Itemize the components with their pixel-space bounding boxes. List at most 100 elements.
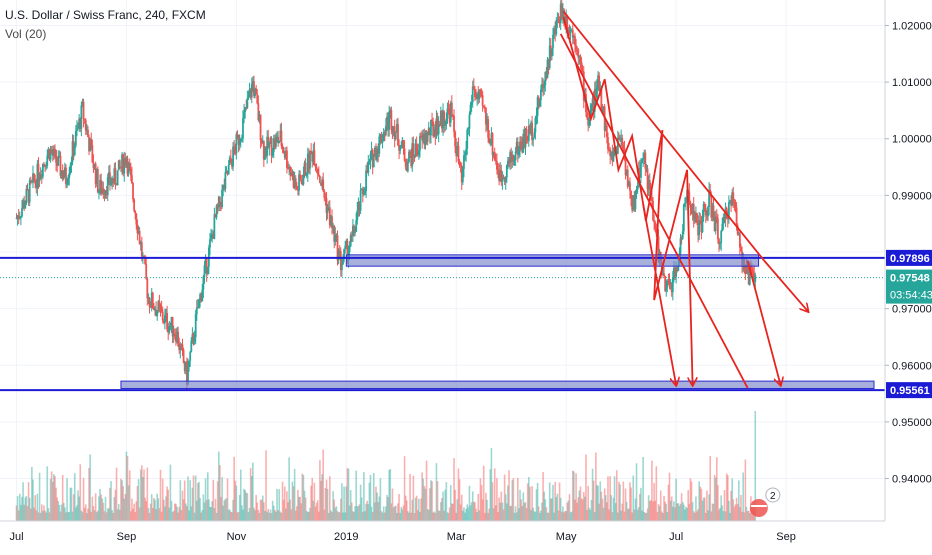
volume-bar: [713, 475, 716, 521]
candle-body: [754, 275, 757, 282]
volume-bar: [606, 502, 608, 521]
candle-body: [193, 337, 196, 342]
candle-body: [681, 231, 684, 239]
candle-body: [60, 170, 63, 176]
candle-body: [127, 163, 130, 174]
volume-bar: [565, 511, 567, 521]
volume-bar: [357, 506, 360, 521]
volume-bar: [404, 495, 407, 521]
volume-bar: [702, 497, 705, 521]
candle-body: [189, 351, 192, 361]
volume-bar: [61, 474, 64, 521]
candle-body: [62, 176, 65, 179]
candle-body: [691, 204, 694, 215]
event-badge[interactable]: 2: [749, 487, 781, 517]
candle-body: [655, 228, 658, 234]
trend-drawings[interactable]: [559, 10, 808, 389]
candle-body: [171, 316, 174, 337]
candle-body: [321, 179, 324, 186]
time-axis[interactable]: Jul Sep Nov 2019 Mar May Jul Sep: [0, 520, 885, 543]
candle-body: [265, 147, 267, 156]
volume-bar: [558, 482, 561, 521]
volume-bar: [515, 512, 518, 521]
price-axis[interactable]: 0.94000 0.95000 0.96000 0.97000 0.99000 1.000…: [884, 0, 932, 521]
volume-bar: [37, 512, 40, 521]
candle-body: [463, 155, 465, 169]
volume-bar: [431, 481, 433, 521]
volume-bar: [475, 508, 477, 521]
volume-bar: [512, 478, 515, 521]
candle-body: [732, 192, 735, 203]
candle-body: [40, 174, 43, 177]
horizontal-levels[interactable]: [0, 256, 885, 392]
candle-body: [399, 147, 402, 151]
candle-body: [720, 231, 723, 243]
volume-bar: [524, 502, 527, 521]
candle-body: [144, 257, 147, 265]
volume-bar: [653, 482, 655, 521]
volume-bar: [503, 474, 506, 521]
candle-body: [432, 122, 435, 136]
volume-bar: [613, 476, 616, 521]
candle-body: [148, 297, 151, 307]
candle-body: [364, 191, 366, 194]
symbol-title[interactable]: U.S. Dollar / Swiss Franc, 240, FXCM: [5, 8, 206, 22]
volume-bar: [477, 493, 480, 521]
volume-bar: [308, 511, 310, 521]
candle-body: [311, 152, 314, 162]
volume-bar: [244, 489, 246, 521]
volume-bar: [487, 512, 489, 521]
volume-bar: [45, 512, 47, 521]
volume-bar: [27, 482, 30, 521]
candle-body: [437, 124, 440, 135]
candle-body: [89, 138, 92, 152]
candle-body: [238, 140, 241, 145]
candle-body: [365, 170, 367, 192]
volume-bar: [364, 511, 366, 521]
volume-bar: [347, 468, 350, 521]
volume-bar: [501, 502, 504, 521]
volume-bar: [491, 482, 494, 521]
candle-body: [625, 169, 628, 176]
candle-body: [524, 129, 527, 148]
price-tick-label: 0.94000: [892, 474, 932, 486]
candle-body: [482, 105, 485, 108]
volume-bar: [345, 486, 348, 521]
volume-bar: [379, 478, 382, 521]
candle-body: [556, 19, 559, 21]
volume-bar: [248, 507, 251, 521]
volume-bar: [448, 507, 451, 521]
volume-bar: [359, 484, 362, 521]
candle-body: [180, 344, 183, 346]
candle-body: [422, 133, 425, 141]
volume-bar: [155, 509, 157, 521]
candle-body: [370, 149, 373, 154]
candle-body: [256, 94, 259, 104]
volume-bar: [334, 507, 337, 521]
volume-indicator-label[interactable]: Vol (20): [5, 27, 47, 41]
volume-bar: [214, 499, 217, 521]
candle-body: [69, 165, 72, 174]
candle-body: [361, 188, 364, 195]
candle-body: [135, 213, 138, 225]
volume-bar: [576, 502, 578, 521]
candle-body: [37, 163, 40, 182]
volume-bar: [588, 507, 591, 521]
candle-body: [567, 29, 570, 33]
candle-body: [447, 108, 450, 111]
volume-bar: [394, 505, 397, 521]
candle-body: [457, 145, 460, 162]
candle-body: [664, 276, 667, 291]
candle-body: [505, 165, 508, 178]
volume-bar: [678, 505, 681, 521]
candle-body: [170, 316, 173, 326]
volume-bar: [246, 493, 249, 521]
candle-body: [44, 164, 46, 167]
volume-bar: [195, 500, 198, 521]
candle-body: [249, 89, 252, 98]
support-zones[interactable]: [120, 254, 875, 389]
volume-bar: [302, 474, 305, 521]
volume-bar: [141, 465, 143, 521]
